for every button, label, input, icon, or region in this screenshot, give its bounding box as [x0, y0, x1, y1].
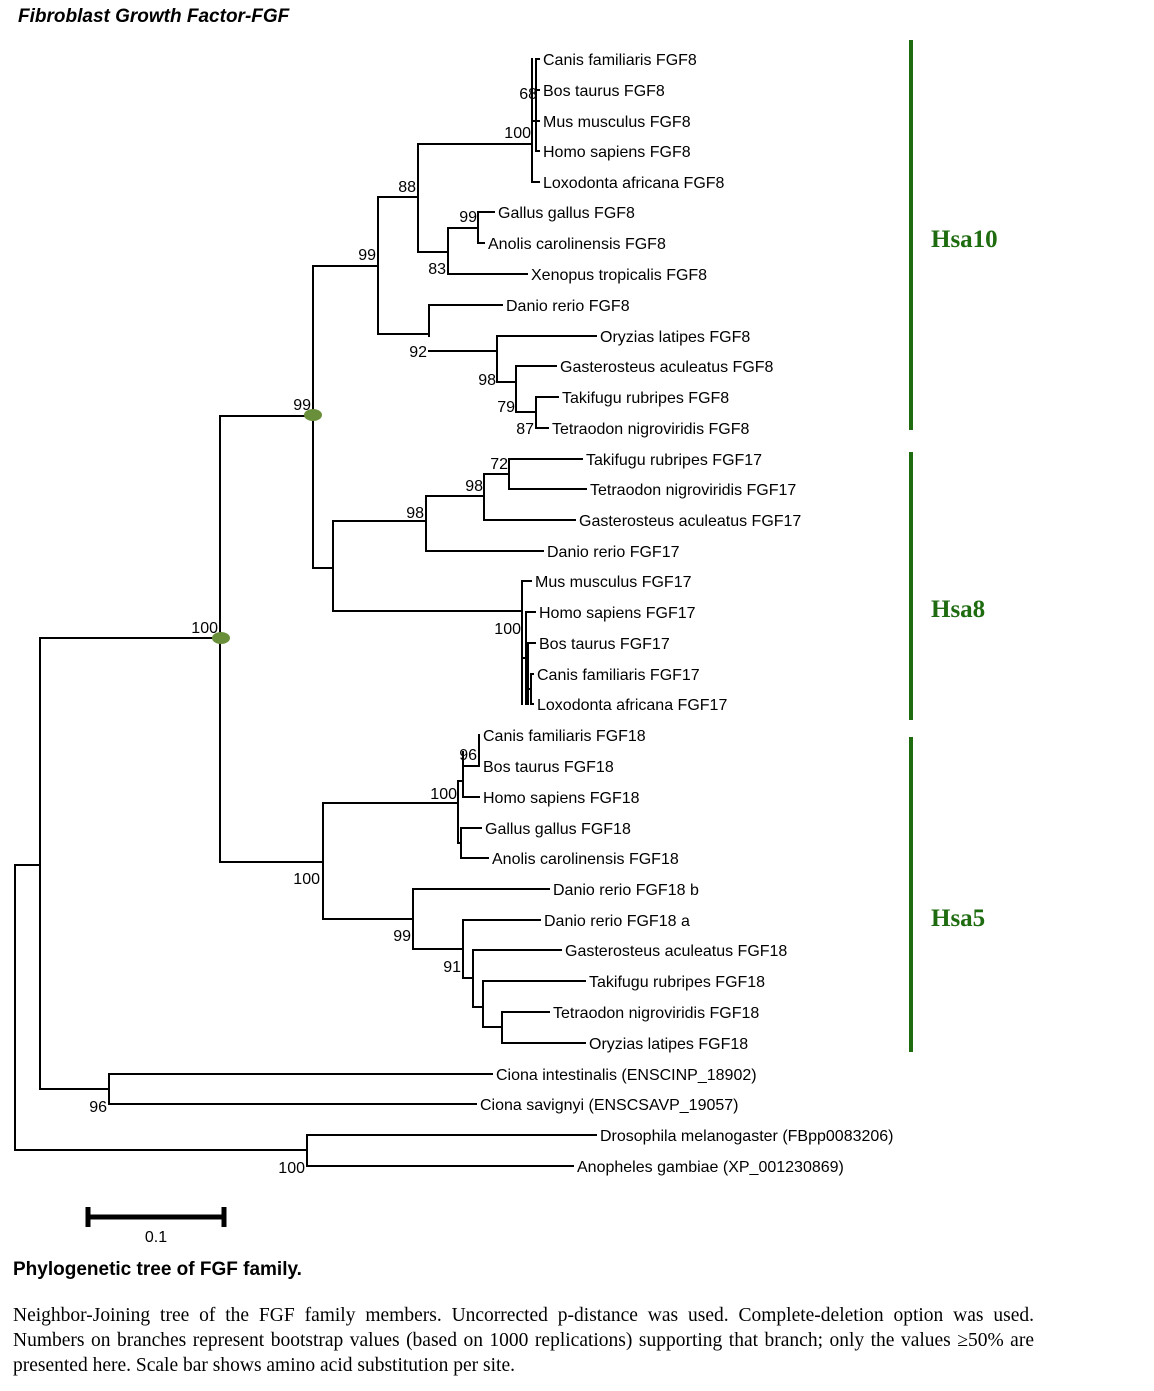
leaf-label: Canis familiaris FGF18 [483, 728, 646, 745]
leaf-label: Takifugu rubripes FGF8 [562, 390, 729, 407]
tree-branches [14, 58, 597, 1167]
leaf-label: Danio rerio FGF18 a [544, 913, 690, 930]
bootstrap-value: 87 [516, 421, 534, 438]
bootstrap-value: 72 [490, 456, 508, 473]
bootstrap-value: 83 [428, 261, 446, 278]
phylogenetic-tree: Canis familiaris FGF8 Bos taurus FGF8 Mus … [14, 40, 998, 1246]
bootstrap-value: 88 [398, 179, 416, 196]
leaf-label: Gallus gallus FGF8 [498, 205, 635, 222]
leaf-label: Gasterosteus aculeatus FGF8 [560, 359, 774, 376]
bootstrap-value: 99 [459, 209, 477, 226]
bootstrap-labels: 6810088998399929879879972989810010096100… [89, 86, 537, 1177]
leaf-label: Canis familiaris FGF8 [543, 52, 697, 69]
bootstrap-value: 100 [430, 786, 457, 803]
bootstrap-value: 100 [504, 125, 531, 142]
scale-bar [85, 1207, 227, 1227]
bootstrap-value: 100 [191, 620, 218, 637]
caption-title: Phylogenetic tree of FGF family. [13, 1259, 302, 1280]
bootstrap-value: 68 [519, 86, 537, 103]
figure-title: Fibroblast Growth Factor-FGF [18, 6, 290, 27]
leaf-label: Oryzias latipes FGF8 [600, 329, 750, 346]
bootstrap-value: 100 [278, 1160, 305, 1177]
leaf-label: Danio rerio FGF8 [506, 298, 630, 315]
leaf-label: Gasterosteus aculeatus FGF18 [565, 943, 787, 960]
leaf-label: Homo sapiens FGF17 [539, 605, 696, 622]
bootstrap-value: 96 [89, 1099, 107, 1116]
clade-label: Hsa5 [931, 905, 985, 932]
bootstrap-value: 99 [358, 247, 376, 264]
caption-text: Neighbor-Joining tree of the FGF family … [13, 1305, 1034, 1376]
bootstrap-value: 92 [409, 344, 427, 361]
leaf-label: Danio rerio FGF17 [547, 544, 680, 561]
leaf-label: Homo sapiens FGF18 [483, 790, 640, 807]
node-marker [304, 409, 322, 421]
clade-label: Hsa10 [931, 226, 998, 253]
leaf-label: Ciona savignyi (ENSCSAVP_19057) [480, 1097, 739, 1114]
bootstrap-value: 100 [293, 871, 320, 888]
leaf-label: Ciona intestinalis (ENSCINP_18902) [496, 1067, 757, 1084]
node-marker [212, 632, 230, 644]
leaf-label: Mus musculus FGF17 [535, 574, 692, 591]
bootstrap-value: 96 [459, 747, 477, 764]
clade-label: Hsa8 [931, 596, 985, 623]
bootstrap-value: 79 [497, 399, 515, 416]
leaf-label: Xenopus tropicalis FGF8 [531, 267, 707, 284]
leaf-label: Mus musculus FGF8 [543, 114, 691, 131]
leaf-label: Takifugu rubripes FGF18 [589, 974, 765, 991]
leaf-label: Anolis carolinensis FGF8 [488, 236, 666, 253]
leaf-label: Tetraodon nigroviridis FGF8 [552, 421, 750, 438]
leaf-label: Loxodonta africana FGF17 [537, 697, 727, 714]
bootstrap-value: 99 [293, 397, 311, 414]
bootstrap-value: 98 [406, 505, 424, 522]
leaf-label: Takifugu rubripes FGF17 [586, 452, 762, 469]
leaf-label: Homo sapiens FGF8 [543, 144, 691, 161]
bootstrap-value: 91 [443, 959, 461, 976]
leaf-label: Danio rerio FGF18 b [553, 882, 699, 899]
leaf-label: Drosophila melanogaster (FBpp0083206) [600, 1128, 894, 1145]
leaf-label: Anolis carolinensis FGF18 [492, 851, 679, 868]
clade-bars: Hsa10 Hsa8 Hsa5 [909, 40, 998, 1052]
leaf-label: Anopheles gambiae (XP_001230869) [577, 1159, 844, 1176]
scale-bar-label: 0.1 [145, 1229, 167, 1246]
leaf-label: Bos taurus FGF8 [543, 83, 665, 100]
leaf-label: Bos taurus FGF18 [483, 759, 614, 776]
leaf-labels: Canis familiaris FGF8 Bos taurus FGF8 Mus … [480, 52, 894, 1176]
leaf-label: Gallus gallus FGF18 [485, 821, 631, 838]
bootstrap-value: 100 [494, 621, 521, 638]
bootstrap-value: 98 [478, 372, 496, 389]
leaf-label: Tetraodon nigroviridis FGF17 [590, 482, 796, 499]
leaf-label: Oryzias latipes FGF18 [589, 1036, 748, 1053]
bootstrap-value: 98 [465, 478, 483, 495]
leaf-label: Bos taurus FGF17 [539, 636, 670, 653]
node-markers [212, 409, 322, 644]
leaf-label: Gasterosteus aculeatus FGF17 [579, 513, 801, 530]
leaf-label: Loxodonta africana FGF8 [543, 175, 725, 192]
leaf-label: Tetraodon nigroviridis FGF18 [553, 1005, 759, 1022]
leaf-label: Canis familiaris FGF17 [537, 667, 700, 684]
bootstrap-value: 99 [393, 928, 411, 945]
